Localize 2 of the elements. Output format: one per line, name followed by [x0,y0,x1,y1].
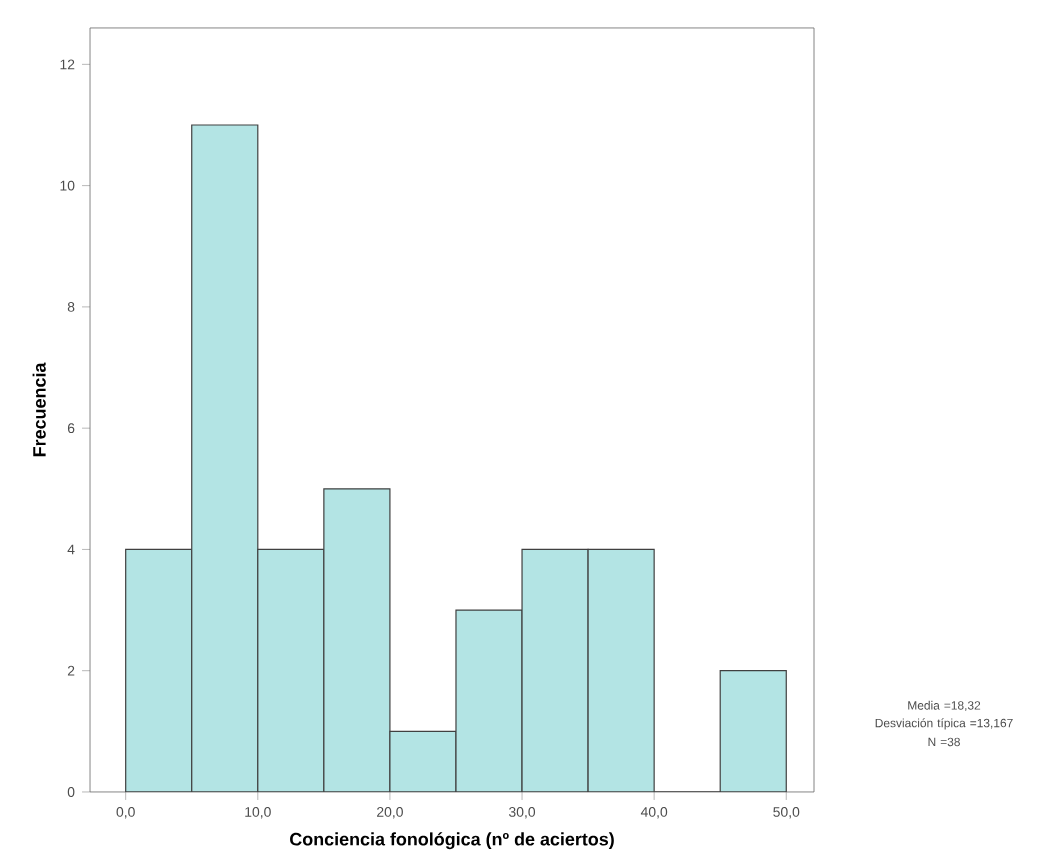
x-axis-title: Conciencia fonológica (nº de aciertos) [290,832,614,850]
y-axis-title: Frecuencia [32,362,46,457]
